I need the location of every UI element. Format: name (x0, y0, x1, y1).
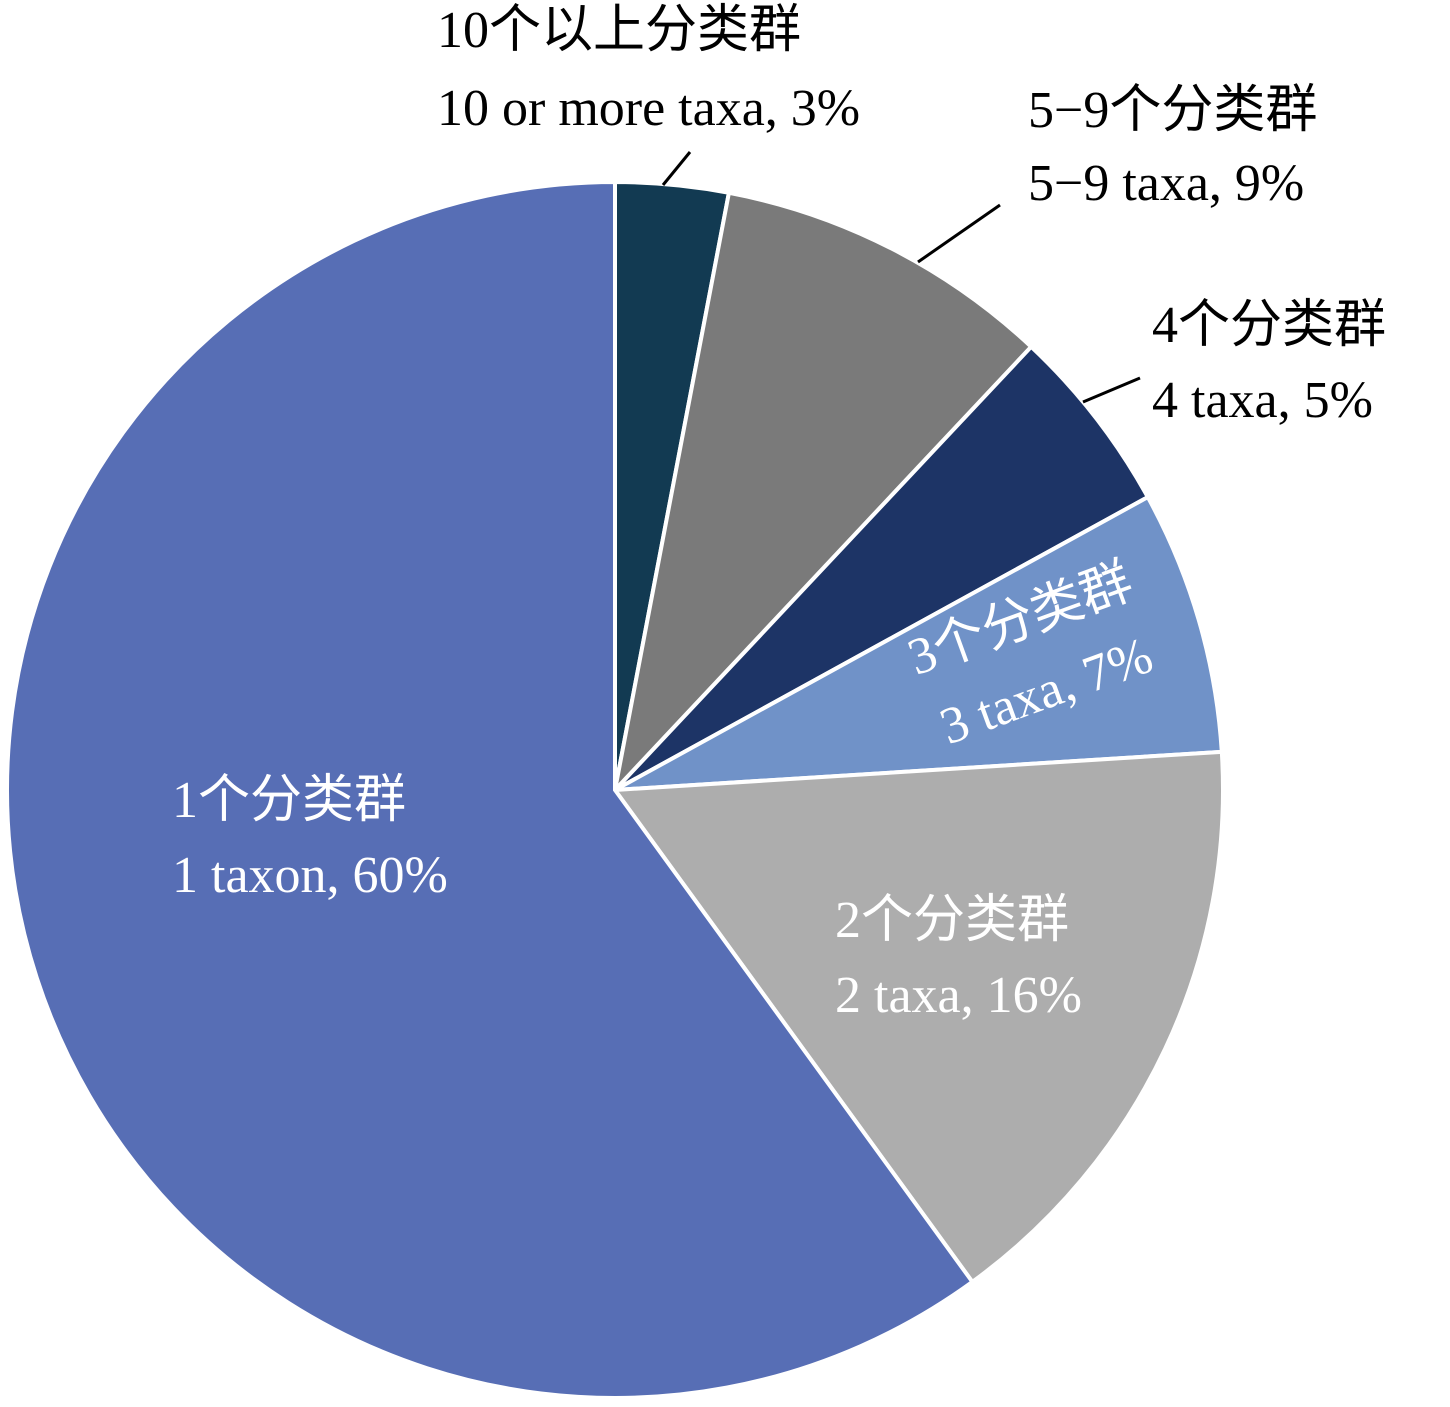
value-label: 1 taxon, 60% (172, 847, 448, 904)
pie-slice (5, 179, 976, 1400)
value-label: 5−9 taxa, 9% (1028, 155, 1304, 212)
leader-line (1082, 376, 1141, 404)
pie-slice (611, 749, 1225, 1285)
category-label: 4个分类群 (1152, 297, 1386, 354)
leader-line (917, 203, 1001, 264)
value-label: 2 taxa, 16% (835, 967, 1082, 1024)
category-label: 1个分类群 (172, 772, 406, 829)
leader-line (661, 151, 692, 186)
pie-slice (613, 343, 1151, 792)
pie-slice (611, 190, 1035, 797)
value-label: 4 taxa, 5% (1152, 372, 1373, 429)
value-label: 10 or more taxa, 3% (437, 80, 860, 137)
category-label: 10个以上分类群 (437, 2, 801, 59)
category-label: 5−9个分类群 (1028, 82, 1317, 139)
pie-slice (614, 494, 1224, 792)
category-label: 2个分类群 (835, 892, 1069, 949)
